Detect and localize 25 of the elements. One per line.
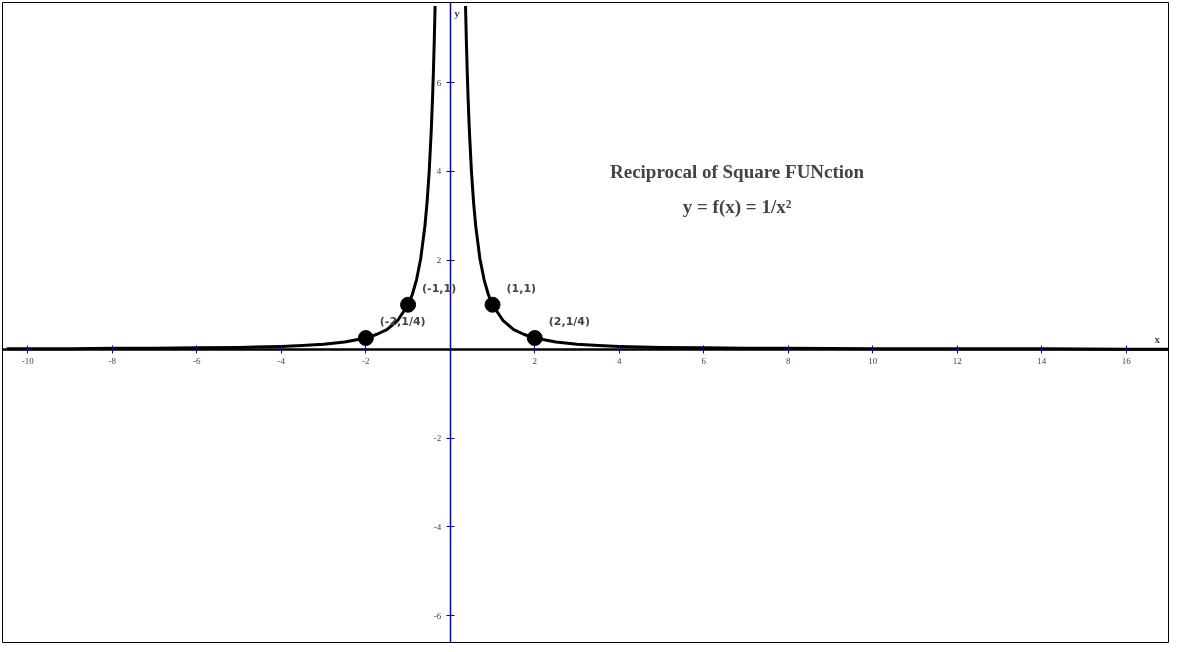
x-tick-label: 8 (786, 356, 792, 367)
x-tick-label: 14 (1037, 356, 1047, 367)
x-tick-label: 12 (952, 356, 962, 367)
x-tick-label: -2 (362, 356, 370, 367)
text: Reciprocal of Square FUNction (609, 160, 865, 182)
x-tick-label: -8 (108, 356, 117, 367)
y-axis-title: y (454, 6, 461, 19)
x-tick-label: 4 (617, 356, 623, 367)
x-axis-title: x (1154, 333, 1161, 346)
y-tick-label: -6 (433, 610, 442, 621)
x-tick-label: 2 (532, 356, 538, 367)
y-tick-label: 4 (436, 166, 442, 177)
x-tick-label: 6 (701, 356, 707, 367)
x-tick-label: -4 (277, 356, 286, 367)
x-tick-label: -10 (21, 356, 35, 367)
y-tick-label: 2 (436, 255, 442, 266)
x-tick-label: 16 (1121, 356, 1132, 367)
x-tick-label: 10 (868, 356, 878, 367)
annotation: (1,1) (506, 281, 537, 295)
x-tick-label: -6 (193, 356, 202, 367)
y-tick-label: -4 (433, 521, 442, 532)
y-tick-label: -2 (433, 433, 442, 444)
text: y = f(x) = 1/x² (682, 195, 792, 218)
y-tick-label: 6 (436, 77, 442, 88)
annotation: (2,1/4) (548, 315, 591, 329)
